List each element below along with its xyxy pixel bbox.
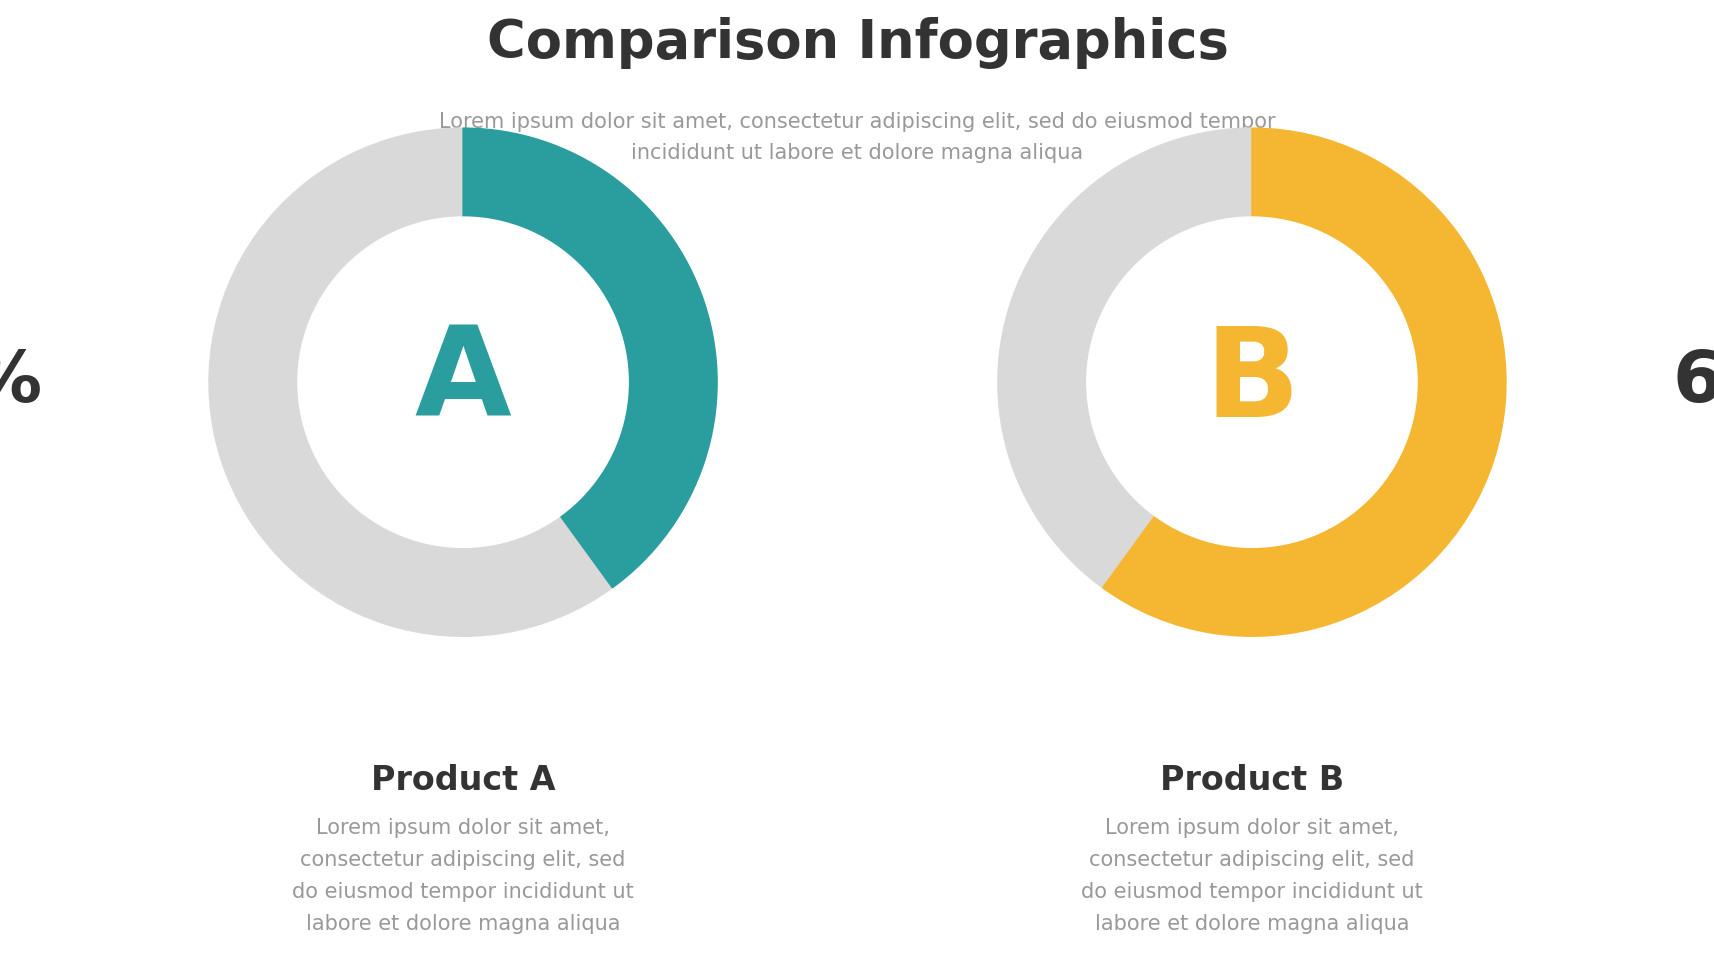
Wedge shape [1102,128,1505,636]
Text: Lorem ipsum dolor sit amet,
consectetur adipiscing elit, sed
do eiusmod tempor i: Lorem ipsum dolor sit amet, consectetur … [1080,818,1423,934]
Text: A: A [415,321,511,443]
Text: Product B: Product B [1159,764,1344,798]
Text: 40%: 40% [0,348,43,416]
Circle shape [298,217,627,548]
Text: Lorem ipsum dolor sit amet, consectetur adipiscing elit, sed do eiusmod tempor
i: Lorem ipsum dolor sit amet, consectetur … [439,112,1275,163]
Text: Product A: Product A [370,764,555,798]
Wedge shape [463,128,716,588]
Text: B: B [1203,321,1299,443]
Circle shape [1087,217,1416,548]
Text: Comparison Infographics: Comparison Infographics [487,17,1227,70]
Text: 60%: 60% [1671,348,1714,416]
Text: Lorem ipsum dolor sit amet,
consectetur adipiscing elit, sed
do eiusmod tempor i: Lorem ipsum dolor sit amet, consectetur … [291,818,634,934]
Wedge shape [998,128,1251,588]
Wedge shape [209,128,612,636]
